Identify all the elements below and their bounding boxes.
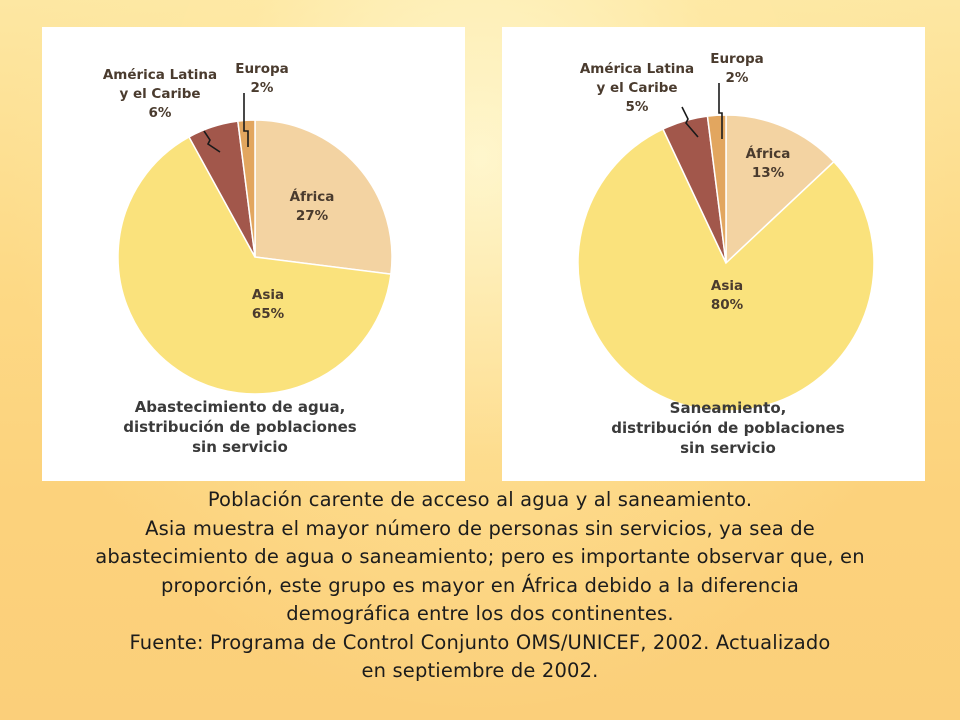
caption-source-line: Fuente: Programa de Control Conjunto OMS… bbox=[129, 630, 831, 654]
caption-body-line: proporción, este grupo es mayor en Áfric… bbox=[161, 573, 799, 597]
sanitation-chart-panel: África 13% Asia 80% América Latina y el Carib… bbox=[502, 27, 925, 481]
caption-body-line: Asia muestra el mayor número de personas… bbox=[145, 516, 815, 540]
caption-source-line: en septiembre de 2002. bbox=[361, 659, 599, 682]
pie-slice-africa bbox=[254, 119, 393, 276]
pie-slice-europa bbox=[706, 114, 727, 264]
chart-title: Saneamiento, distribución de poblaciones s… bbox=[611, 399, 845, 457]
caption-heading: Población carente de acceso al agua y al… bbox=[207, 488, 753, 511]
slice-label: América Latina y el Caribe 5% bbox=[580, 61, 694, 115]
slice-label: Europa 2% bbox=[710, 51, 764, 86]
caption-text: Población carente de acceso al agua y al… bbox=[0, 486, 960, 686]
slice-label: América Latina y el Caribe 6% bbox=[103, 67, 217, 121]
slice-label: África 27% bbox=[290, 188, 335, 224]
pie-slice-europa bbox=[236, 119, 256, 258]
slice-label: Europa 2% bbox=[235, 61, 289, 96]
leader-line bbox=[681, 106, 699, 138]
pie-slice-asia bbox=[577, 128, 875, 412]
leader-line bbox=[203, 130, 221, 153]
sanitation-pie-chart: África 13% Asia 80% América Latina y el Carib… bbox=[577, 51, 875, 457]
caption-body-line: demográfica entre los dos continentes. bbox=[286, 602, 674, 625]
slice-label: África 13% bbox=[746, 145, 791, 181]
water-supply-pie-chart: África 27% Asia 65% América Latina y el Carib… bbox=[103, 61, 393, 456]
slice-label: Asia 80% bbox=[711, 278, 744, 313]
leader-line bbox=[718, 83, 723, 139]
chart-title: Abastecimiento de agua, distribución de p… bbox=[123, 398, 357, 456]
leader-line bbox=[243, 93, 249, 147]
pie-slice-africa bbox=[725, 114, 835, 265]
pie-slice-asia bbox=[117, 135, 392, 395]
water-supply-chart-panel: África 27% Asia 65% América Latina y el Carib… bbox=[42, 27, 465, 481]
slice-label: Asia 65% bbox=[252, 287, 285, 322]
caption-body-line: abastecimiento de agua o saneamiento; pe… bbox=[95, 545, 865, 568]
